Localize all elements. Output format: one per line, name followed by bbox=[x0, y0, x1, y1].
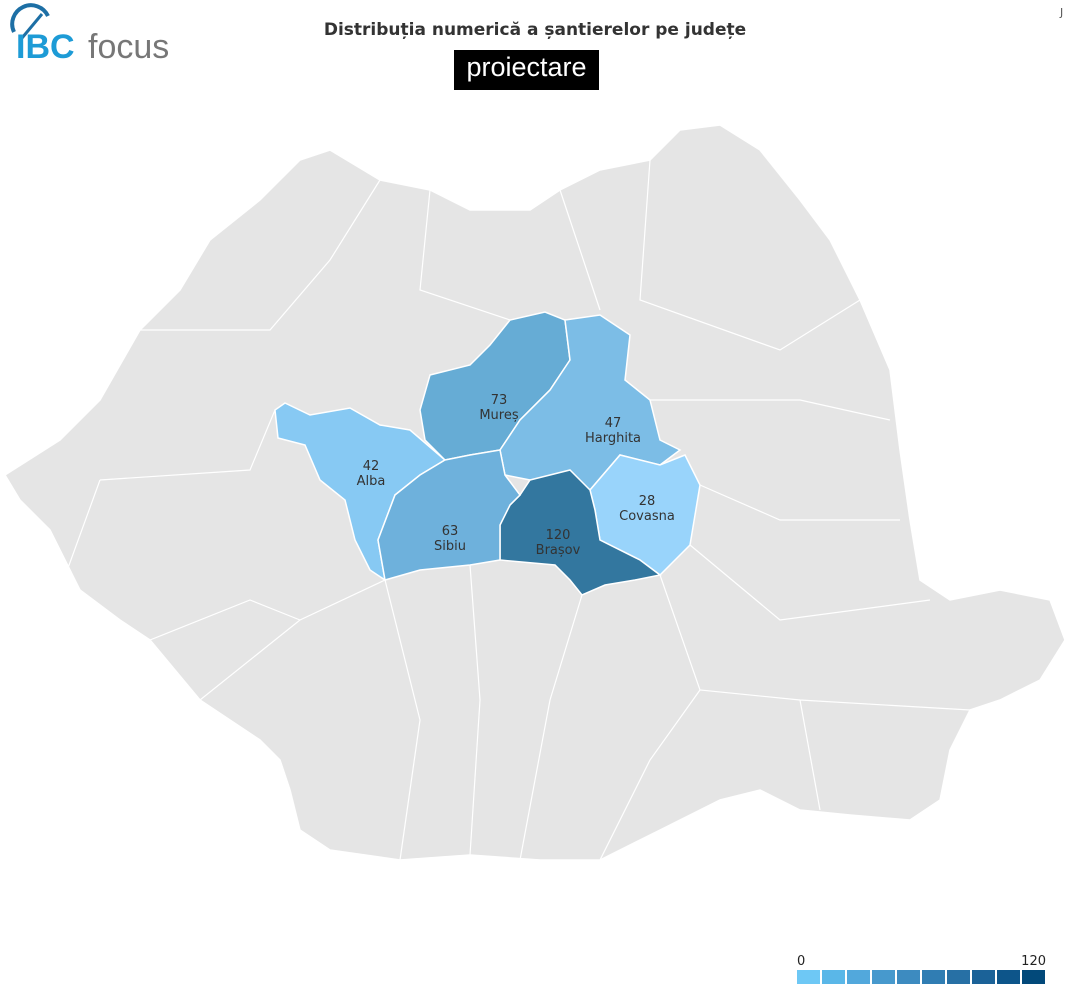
county-name-label: Mureș bbox=[479, 408, 519, 423]
county-name-label: Covasna bbox=[619, 509, 675, 524]
legend-swatch bbox=[922, 970, 945, 984]
legend-swatch bbox=[1022, 970, 1045, 984]
legend-swatch bbox=[947, 970, 970, 984]
county-value-label: 28 bbox=[639, 494, 656, 509]
legend-swatch bbox=[997, 970, 1020, 984]
legend-swatch bbox=[872, 970, 895, 984]
county-value-label: 73 bbox=[491, 393, 508, 408]
county-borders bbox=[59, 159, 971, 861]
county-name-label: Harghita bbox=[585, 431, 641, 446]
corner-text: J bbox=[1060, 6, 1064, 19]
legend-swatch bbox=[897, 970, 920, 984]
legend-swatch bbox=[847, 970, 870, 984]
county-value-label: 120 bbox=[546, 528, 571, 543]
svg-text:IBC: IBC bbox=[16, 28, 75, 62]
ibc-focus-logo: IBC focus bbox=[6, 2, 186, 66]
legend-swatch bbox=[972, 970, 995, 984]
county-value-label: 63 bbox=[442, 524, 459, 539]
county-name-label: Alba bbox=[357, 474, 386, 489]
legend-swatch bbox=[797, 970, 820, 984]
legend-min: 0 bbox=[797, 954, 806, 969]
map-title: Distribuția numerică a șantierelor pe ju… bbox=[323, 20, 747, 40]
county-sibiu[interactable] bbox=[377, 449, 521, 581]
legend-swatch bbox=[822, 970, 845, 984]
county-value-label: 47 bbox=[605, 416, 622, 431]
category-badge: proiectare bbox=[454, 50, 599, 90]
county-name-label: Sibiu bbox=[434, 539, 466, 554]
legend-max: 120 bbox=[1021, 954, 1046, 969]
svg-text:focus: focus bbox=[88, 28, 169, 62]
county-name-label: Brașov bbox=[536, 543, 581, 558]
county-value-label: 42 bbox=[363, 459, 380, 474]
